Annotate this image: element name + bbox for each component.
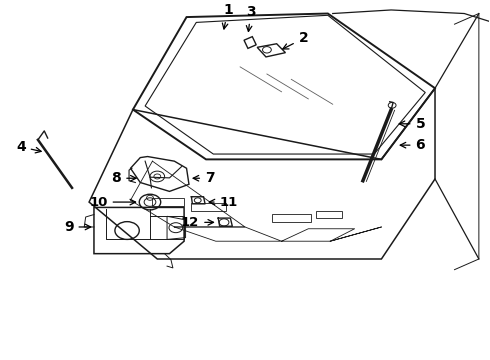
Text: 4: 4 [16, 140, 41, 154]
Bar [272, 214, 311, 222]
Bar [316, 211, 343, 218]
Text: 8: 8 [112, 171, 136, 185]
Text: 7: 7 [193, 171, 215, 185]
Text: 3: 3 [246, 5, 256, 31]
Text: 11: 11 [209, 195, 238, 208]
Text: 2: 2 [283, 31, 308, 49]
Text: 6: 6 [400, 138, 425, 152]
Bar [192, 203, 225, 211]
Text: 12: 12 [181, 216, 214, 229]
Bar [152, 198, 184, 206]
Text: 10: 10 [89, 195, 136, 208]
Text: 5: 5 [399, 117, 425, 131]
Text: 1: 1 [222, 3, 233, 29]
Text: 9: 9 [64, 220, 91, 234]
